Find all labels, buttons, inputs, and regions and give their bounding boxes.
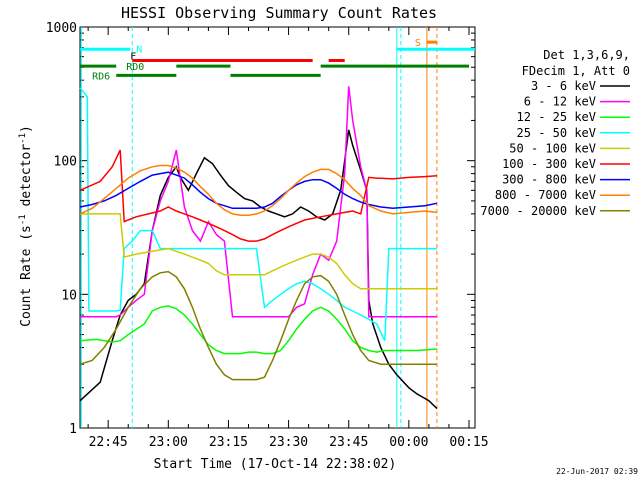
series-line xyxy=(79,129,438,410)
flag-label-rd6: RD6 xyxy=(92,71,110,82)
series-line xyxy=(79,149,437,242)
x-tick-label: 22:45 xyxy=(89,435,128,450)
legend-label: 7000 - 20000 keV xyxy=(480,204,596,218)
plot-area: 1 10 100 1000 22:45 23:00 23:15 23:30 23:45 00:00… xyxy=(46,21,489,450)
legend-label: 100 - 300 keV xyxy=(502,157,596,171)
x-axis-label: Start Time (17-Oct-14 22:38:02) xyxy=(154,457,397,472)
y-axis-label: Count Rate (s-1 detector-1) xyxy=(18,125,34,327)
y-tick-label: 10 xyxy=(61,288,77,303)
legend-label: 25 - 50 keV xyxy=(517,126,596,140)
series-line xyxy=(80,86,437,318)
legend-header-detectors: Det 1,3,6,9, xyxy=(543,48,630,62)
series-line xyxy=(80,305,437,355)
legend-header-decimation: FDecim 1, Att 0 xyxy=(522,64,630,78)
legend-label: 800 - 7000 keV xyxy=(495,188,596,202)
series-line xyxy=(79,164,437,217)
legend-label: 3 - 6 keV xyxy=(531,79,596,93)
chart-title: HESSI Observing Summary Count Rates xyxy=(121,4,437,22)
x-tick-label: 23:45 xyxy=(329,435,368,450)
series-line xyxy=(79,270,437,381)
x-tick-label: 00:15 xyxy=(449,435,488,450)
x-tick-label: 23:00 xyxy=(149,435,188,450)
x-tick-label: 00:00 xyxy=(389,435,428,450)
series-line xyxy=(79,87,437,342)
flag-label-n: N xyxy=(136,44,142,55)
x-tick-label: 23:30 xyxy=(269,435,308,450)
series-line xyxy=(80,213,437,290)
legend-label: 300 - 800 keV xyxy=(502,173,596,187)
legend-label: 50 - 100 keV xyxy=(509,141,596,155)
flag-label-rd0: RD0 xyxy=(126,62,144,73)
y-tick-label: 1 xyxy=(69,422,77,437)
plot-frame xyxy=(79,26,476,429)
legend-label: 12 - 25 keV xyxy=(517,110,596,124)
series-line xyxy=(79,171,438,210)
x-tick-label: 23:15 xyxy=(209,435,248,450)
footer-date: 22-Jun-2017 02:39 xyxy=(556,467,638,476)
y-tick-label: 100 xyxy=(54,155,77,170)
flag-label-s: S xyxy=(415,38,421,49)
legend-label: 6 - 12 keV xyxy=(524,95,596,109)
y-tick-label: 1000 xyxy=(46,21,77,36)
flag-label-f: F xyxy=(130,51,136,62)
